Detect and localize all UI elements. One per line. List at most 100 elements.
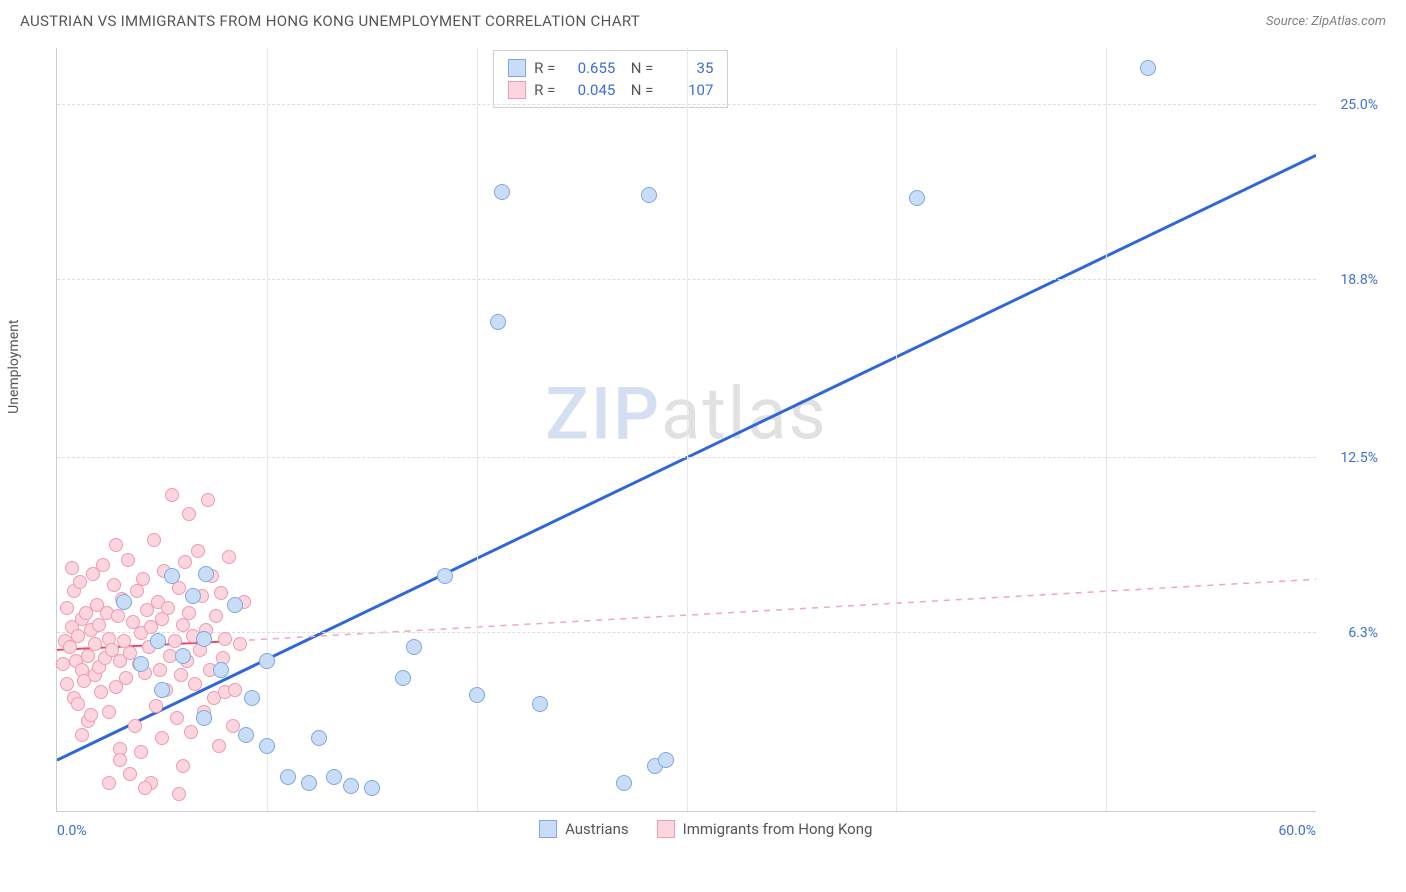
y-axis-label: Unemployment <box>6 320 22 414</box>
data-point-hong_kong <box>123 767 137 781</box>
data-point-austrians <box>343 778 359 794</box>
data-point-austrians <box>641 187 657 203</box>
data-point-hong_kong <box>121 553 135 567</box>
data-point-hong_kong <box>174 668 188 682</box>
chart-title: AUSTRIAN VS IMMIGRANTS FROM HONG KONG UN… <box>20 12 640 30</box>
data-point-austrians <box>133 656 149 672</box>
data-point-austrians <box>196 631 212 647</box>
data-point-hong_kong <box>107 578 121 592</box>
data-point-austrians <box>244 690 260 706</box>
data-point-hong_kong <box>168 634 182 648</box>
data-point-hong_kong <box>102 776 116 790</box>
data-point-hong_kong <box>161 601 175 615</box>
data-point-austrians <box>280 769 296 785</box>
data-point-hong_kong <box>178 555 192 569</box>
data-point-austrians <box>259 653 275 669</box>
data-point-hong_kong <box>88 637 102 651</box>
data-point-austrians <box>311 730 327 746</box>
data-point-austrians <box>116 594 132 610</box>
data-point-austrians <box>406 639 422 655</box>
data-point-austrians <box>150 633 166 649</box>
data-point-hong_kong <box>71 697 85 711</box>
data-point-hong_kong <box>176 759 190 773</box>
x-tick-label: 60.0% <box>1278 823 1316 839</box>
data-point-austrians <box>175 648 191 664</box>
legend-item-austrians: Austrians <box>539 820 629 838</box>
data-point-austrians <box>494 184 510 200</box>
data-point-austrians <box>227 597 243 613</box>
data-point-hong_kong <box>233 637 247 651</box>
series-legend: Austrians Immigrants from Hong Kong <box>539 820 872 838</box>
data-point-austrians <box>198 566 214 582</box>
data-point-hong_kong <box>102 705 116 719</box>
data-point-hong_kong <box>96 558 110 572</box>
data-point-hong_kong <box>170 711 184 725</box>
data-point-austrians <box>532 696 548 712</box>
data-point-hong_kong <box>134 745 148 759</box>
data-point-austrians <box>616 775 632 791</box>
data-point-hong_kong <box>60 601 74 615</box>
data-point-hong_kong <box>182 606 196 620</box>
legend-swatch-austrians <box>539 820 557 838</box>
data-point-hong_kong <box>84 708 98 722</box>
data-point-hong_kong <box>65 561 79 575</box>
legend-item-hongkong: Immigrants from Hong Kong <box>657 820 873 838</box>
data-point-hong_kong <box>191 544 205 558</box>
y-tick-label: 18.8% <box>1322 272 1378 288</box>
data-point-hong_kong <box>128 719 142 733</box>
data-point-austrians <box>395 670 411 686</box>
data-point-hong_kong <box>182 507 196 521</box>
y-tick-label: 12.5% <box>1322 450 1378 466</box>
data-point-hong_kong <box>172 787 186 801</box>
data-point-hong_kong <box>147 533 161 547</box>
data-point-hong_kong <box>119 671 133 685</box>
data-point-austrians <box>326 769 342 785</box>
plot-area: ZIPatlas 6.3%12.5%18.8%25.0%0.0%60.0% <box>56 48 1316 812</box>
data-point-austrians <box>658 752 674 768</box>
data-point-austrians <box>259 738 275 754</box>
data-point-hong_kong <box>149 699 163 713</box>
data-point-hong_kong <box>218 632 232 646</box>
legend-label-hongkong: Immigrants from Hong Kong <box>683 820 873 838</box>
data-point-hong_kong <box>222 550 236 564</box>
data-point-austrians <box>213 662 229 678</box>
data-point-hong_kong <box>165 488 179 502</box>
data-point-hong_kong <box>136 572 150 586</box>
data-point-austrians <box>301 775 317 791</box>
data-point-hong_kong <box>155 731 169 745</box>
data-point-hong_kong <box>209 609 223 623</box>
data-point-hong_kong <box>184 725 198 739</box>
data-point-austrians <box>437 568 453 584</box>
data-point-austrians <box>364 780 380 796</box>
header: AUSTRIAN VS IMMIGRANTS FROM HONG KONG UN… <box>0 0 1406 38</box>
y-tick-label: 25.0% <box>1322 97 1378 113</box>
gridline-v <box>1106 48 1107 811</box>
data-point-austrians <box>469 687 485 703</box>
data-point-austrians <box>154 682 170 698</box>
data-point-hong_kong <box>212 739 226 753</box>
x-tick-label: 0.0% <box>57 823 87 839</box>
data-point-austrians <box>490 314 506 330</box>
gridline-v <box>896 48 897 811</box>
gridline-v <box>687 48 688 811</box>
data-point-austrians <box>909 190 925 206</box>
data-point-hong_kong <box>75 728 89 742</box>
data-point-austrians <box>164 568 180 584</box>
source-label: Source: ZipAtlas.com <box>1266 14 1386 29</box>
data-point-austrians <box>196 710 212 726</box>
data-point-hong_kong <box>113 753 127 767</box>
data-point-hong_kong <box>228 683 242 697</box>
data-point-austrians <box>1140 60 1156 76</box>
data-point-hong_kong <box>188 677 202 691</box>
data-point-hong_kong <box>138 781 152 795</box>
data-point-hong_kong <box>73 575 87 589</box>
data-point-austrians <box>238 727 254 743</box>
data-point-hong_kong <box>60 677 74 691</box>
legend-label-austrians: Austrians <box>565 820 629 838</box>
data-point-hong_kong <box>153 663 167 677</box>
data-point-hong_kong <box>109 538 123 552</box>
data-point-hong_kong <box>111 609 125 623</box>
data-point-hong_kong <box>94 685 108 699</box>
y-tick-label: 6.3% <box>1322 625 1378 641</box>
gridline-v <box>267 48 268 811</box>
